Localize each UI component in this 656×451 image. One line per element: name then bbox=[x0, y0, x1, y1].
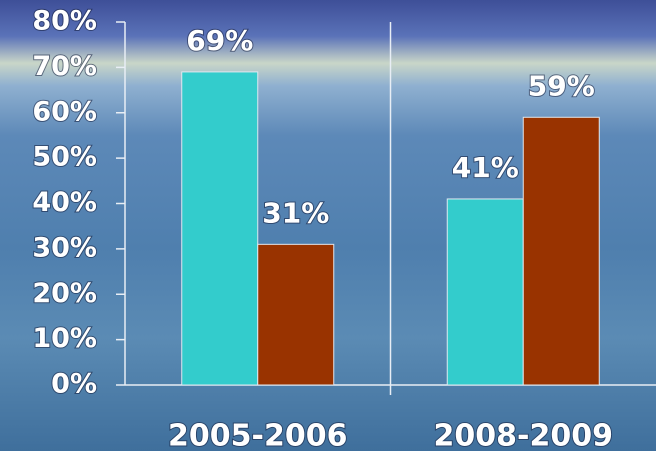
bar bbox=[182, 72, 258, 385]
value-label: 41% bbox=[452, 151, 519, 184]
x-tick-label: 2008-2009 bbox=[434, 419, 613, 451]
chart: 0% 10% 20% 30% 40% 50% 60% 70% 80% 2005-2006 69% 31… bbox=[0, 0, 656, 451]
bar bbox=[523, 117, 599, 385]
y-tick-label: 60% bbox=[32, 96, 97, 127]
bar bbox=[447, 199, 523, 385]
y-tick-label: 80% bbox=[32, 6, 97, 37]
y-tick-label: 10% bbox=[32, 323, 97, 354]
value-label: 31% bbox=[262, 196, 329, 229]
value-label: 69% bbox=[186, 24, 253, 57]
y-tick-label: 40% bbox=[32, 187, 97, 218]
bar bbox=[258, 244, 334, 385]
y-tick-label: 50% bbox=[32, 142, 97, 173]
value-label: 59% bbox=[528, 69, 595, 102]
y-tick-label: 30% bbox=[32, 232, 97, 263]
x-tick-label: 2005-2006 bbox=[168, 419, 347, 451]
y-tick-label: 0% bbox=[51, 369, 97, 400]
y-tick-label: 70% bbox=[32, 51, 97, 82]
y-tick-label: 20% bbox=[32, 278, 97, 309]
